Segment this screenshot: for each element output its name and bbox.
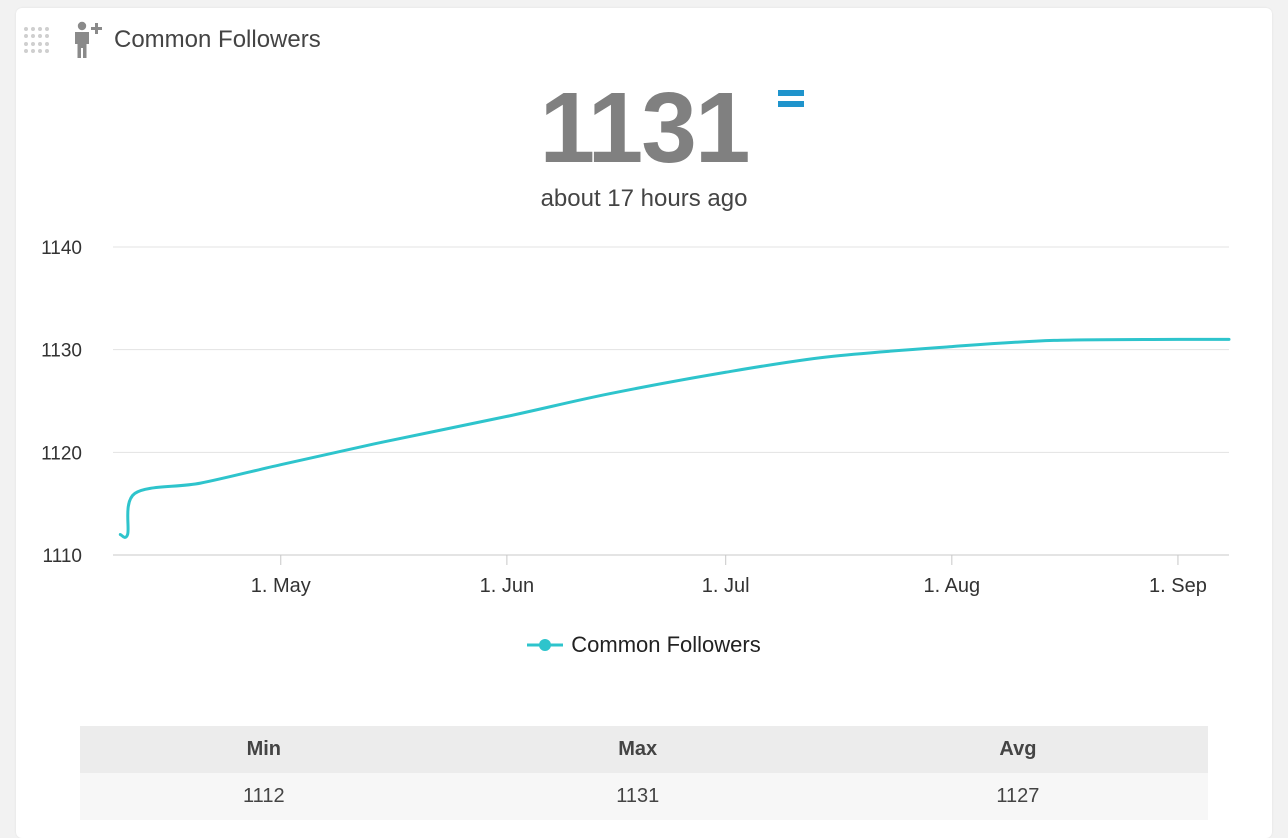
stats-value-row: 1112 1131 1127: [80, 773, 1208, 820]
stats-value-min: 1112: [80, 773, 448, 820]
widget-header: Common Followers: [24, 20, 321, 60]
widget-card: Common Followers 1131 about 17 hours ago…: [16, 8, 1272, 838]
series-line: [118, 337, 1231, 539]
x-tick-label: 1. Jul: [702, 575, 750, 597]
stats-header-max: Max: [447, 726, 828, 773]
chart-legend[interactable]: Common Followers: [16, 632, 1272, 658]
stats-header-row: Min Max Avg: [80, 726, 1208, 773]
last-updated: about 17 hours ago: [540, 185, 748, 212]
widget-title: Common Followers: [114, 26, 321, 53]
x-tick-label: 1. Aug: [923, 575, 980, 597]
y-tick-label: 1120: [41, 443, 82, 464]
x-tick-label: 1. Jun: [480, 575, 534, 597]
x-tick-label: 1. May: [251, 575, 311, 597]
stats-value-avg: 1127: [827, 773, 1208, 820]
stats-table: Min Max Avg 1112 1131 1127: [80, 726, 1208, 820]
line-chart: 1110 1120 1130 1140 1. May 1. Jun 1. Jul 1. Aug…: [41, 238, 1231, 597]
y-tick-label: 1110: [43, 546, 82, 567]
stats-header-avg: Avg: [827, 726, 1208, 773]
stats-value-max: 1131: [447, 773, 828, 820]
y-tick-label: 1130: [41, 341, 82, 362]
y-tick-label: 1140: [41, 238, 82, 259]
add-person-icon: [75, 21, 102, 58]
legend-label: Common Followers: [571, 632, 761, 657]
drag-handle-icon[interactable]: [24, 27, 50, 53]
x-tick-label: 1. Sep: [1149, 575, 1207, 597]
stats-header-min: Min: [80, 726, 448, 773]
legend-line-symbol: [527, 639, 564, 651]
